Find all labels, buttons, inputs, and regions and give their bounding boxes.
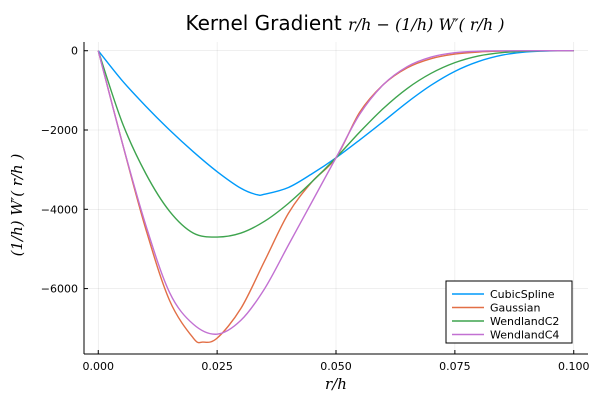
- y-axis-label: (1/h) W′( r/h ): [8, 154, 26, 257]
- x-tick-label: 0.100: [558, 360, 590, 373]
- legend-box: [445, 280, 573, 344]
- legend-label-wendlandc4: WendlandC4: [490, 329, 559, 342]
- y-tick-label: −6000: [41, 283, 78, 296]
- x-tick-label: 0.025: [201, 360, 233, 373]
- title-main: Kernel Gradient: [185, 11, 348, 35]
- tick-labels: 0.000 0.025 0.050 0.075 0.100 0 −2000 −4000 −600…: [41, 45, 590, 373]
- y-tick-label: −2000: [41, 124, 78, 137]
- legend-label-cubicspline: CubicSpline: [490, 288, 555, 301]
- x-tick-label: 0.000: [83, 360, 115, 373]
- y-tick-label: −4000: [41, 203, 78, 216]
- series-line-wendlandc4: [97, 50, 574, 335]
- x-tick-label: 0.050: [320, 360, 352, 373]
- legend-label-gaussian: Gaussian: [490, 302, 540, 315]
- y-tick-label: 0: [71, 45, 78, 58]
- title-expression: r/h − (1/h) W′( r/h ): [348, 15, 504, 34]
- x-tick-label: 0.075: [439, 360, 471, 373]
- chart-title: Kernel Gradient r/h − (1/h) W′( r/h ): [185, 11, 504, 35]
- x-axis-label: r/h: [325, 375, 347, 393]
- series-line-cubicspline: [97, 50, 574, 196]
- series-lines: [97, 50, 574, 344]
- legend-label-wendlandc2: WendlandC2: [490, 315, 559, 328]
